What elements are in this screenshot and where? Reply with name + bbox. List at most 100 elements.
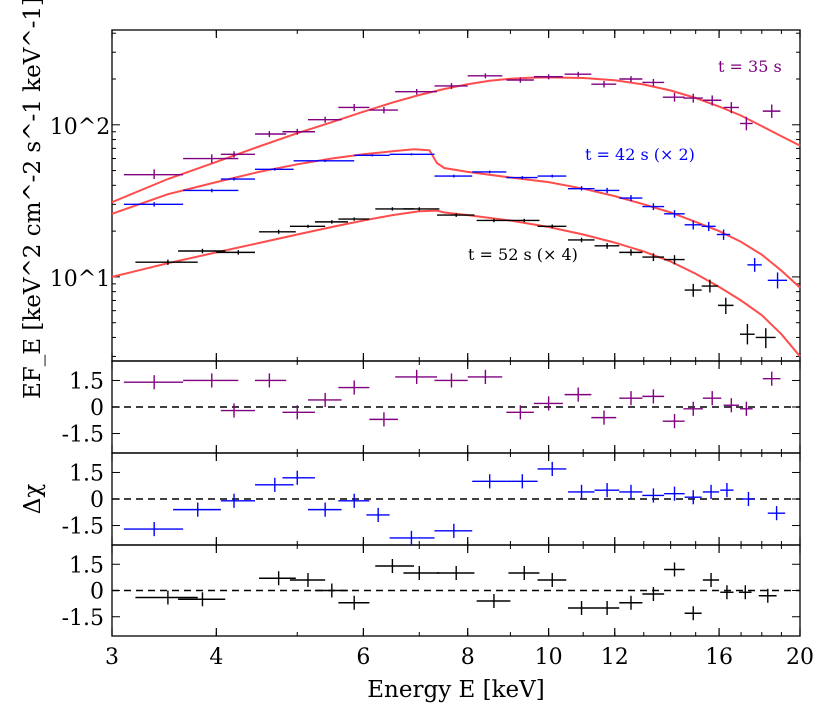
- y-axis-title-resid: Δχ: [20, 484, 46, 515]
- residual-point: [366, 507, 390, 522]
- resid-tick-label: 1.5: [69, 369, 104, 394]
- residual-point: [720, 585, 734, 600]
- data-point: [702, 95, 722, 106]
- residual-point: [702, 484, 720, 499]
- residual-point: [594, 483, 620, 498]
- residual-point: [594, 601, 620, 615]
- residual-point: [742, 491, 755, 507]
- residual-point: [338, 493, 370, 508]
- model-curve: [111, 76, 801, 204]
- residual-point: [684, 606, 702, 621]
- residual-point: [568, 484, 595, 499]
- data-point: [642, 203, 665, 211]
- residual-point: [506, 405, 534, 420]
- residual-point: [467, 369, 503, 384]
- data-point: [123, 202, 184, 207]
- panel-frame-r3: [111, 544, 801, 637]
- residual-point: [338, 595, 370, 610]
- residual-point: [591, 410, 617, 425]
- residual-point: [619, 595, 643, 610]
- residual-point: [619, 484, 643, 499]
- annotation-t35: t = 35 s: [718, 57, 782, 76]
- data-point: [216, 250, 255, 255]
- residual-point: [178, 592, 226, 607]
- residual-point: [314, 583, 348, 598]
- residual-point: [434, 523, 473, 538]
- residual-point: [662, 414, 685, 429]
- residual-point: [738, 585, 752, 600]
- data-point: [568, 237, 595, 243]
- residual-point: [619, 391, 643, 406]
- data-point: [178, 248, 226, 254]
- data-point: [642, 79, 665, 86]
- residual-point: [173, 502, 221, 517]
- data-point: [662, 92, 685, 102]
- x-tick-label: 12: [601, 645, 629, 670]
- residual-point: [395, 369, 437, 384]
- annotation-t42: t = 42 s (× 2): [585, 145, 695, 164]
- data-point: [403, 207, 440, 211]
- annotation-t52: t = 52 s (× 4): [468, 245, 578, 264]
- data-point: [314, 220, 348, 224]
- data-point: [338, 217, 370, 221]
- model-curve: [111, 209, 801, 358]
- residual-point: [720, 483, 734, 498]
- residual-point: [664, 486, 685, 501]
- data-point: [369, 106, 398, 114]
- data-point: [254, 167, 294, 171]
- residual-point: [434, 373, 468, 388]
- data-point: [762, 104, 781, 118]
- residual-point: [289, 573, 326, 587]
- residual-point: [123, 375, 184, 390]
- data-point: [289, 224, 326, 228]
- data-point: [594, 243, 620, 249]
- x-tick-label: 10: [535, 645, 563, 670]
- labels-layer: 3 4 6 8 10 12 16 2010^110^21.50-1.51.50-1.51.50…: [20, 0, 814, 703]
- data-point: [123, 169, 184, 180]
- data-point: [476, 218, 511, 223]
- residual-point: [739, 401, 753, 416]
- x-tick-label: 20: [786, 645, 814, 670]
- data-point: [508, 218, 540, 223]
- data-point: [747, 258, 762, 272]
- data-point: [591, 81, 617, 88]
- data-point: [537, 224, 567, 229]
- data-point: [594, 187, 620, 194]
- data-point: [533, 74, 563, 80]
- data-point: [220, 177, 255, 181]
- x-tick-label: 6: [356, 645, 370, 670]
- resid-tick-label: 0: [90, 396, 104, 421]
- data-point: [338, 104, 370, 112]
- panel-frame-r1: [111, 360, 801, 454]
- residual-point: [684, 490, 702, 505]
- residual-point: [476, 594, 511, 608]
- data-point: [564, 71, 592, 77]
- y-tick-label: 10^1: [50, 267, 110, 292]
- residual-point: [436, 566, 475, 580]
- residual-point: [389, 530, 435, 545]
- resid-tick-label: -1.5: [62, 515, 104, 540]
- data-point: [282, 128, 315, 135]
- residual-point: [564, 387, 592, 402]
- data-point: [739, 116, 753, 131]
- residual-point: [254, 373, 287, 388]
- resid-tick-label: -1.5: [62, 423, 104, 448]
- residual-point: [220, 403, 255, 418]
- x-axis-title: Energy E [keV]: [367, 677, 544, 703]
- data-point: [259, 229, 296, 234]
- resid-tick-label: -1.5: [62, 606, 104, 631]
- y-tick-label: 10^2: [50, 115, 110, 140]
- data-point: [254, 131, 287, 138]
- data-point: [389, 153, 435, 156]
- data-point: [619, 76, 643, 83]
- data-point: [307, 116, 342, 123]
- residual-point: [375, 559, 415, 573]
- data-point: [642, 253, 665, 262]
- residual-point: [533, 396, 563, 411]
- data-point: [506, 176, 538, 180]
- data-point: [717, 297, 734, 315]
- residual-point: [642, 587, 665, 601]
- residual-point: [568, 601, 595, 615]
- data-point: [701, 221, 716, 232]
